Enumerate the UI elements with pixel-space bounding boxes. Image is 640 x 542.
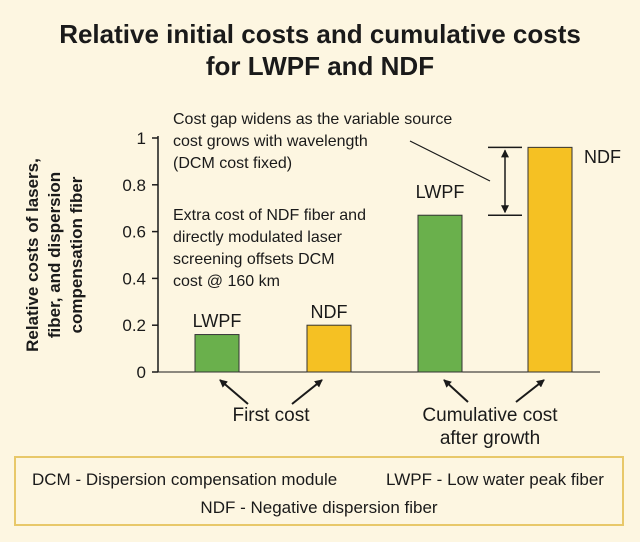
y-tick-label: 0.4 [122, 269, 146, 288]
y-axis-label-line: fiber, and dispersion [45, 172, 64, 338]
annotation-extra-line-3: screening offsets DCM [173, 251, 335, 268]
annotation-gap-line-1: Cost gap widens as the variable source [173, 111, 452, 128]
y-tick-label: 0 [137, 363, 146, 382]
chart-title: Relative initial costs and cumulative co… [0, 18, 640, 82]
group-label-cumulative-line-1: Cumulative cost [422, 405, 558, 426]
arrow-first-ndf [291, 379, 323, 405]
bar-ndf-cumulative [527, 146, 573, 373]
annotation-extra-line-1: Extra cost of NDF fiber and [173, 207, 366, 224]
bar-label: NDF [584, 147, 621, 167]
annotation-extra-line-4: cost @ 160 km [173, 273, 280, 290]
bar-label: LWPF [416, 182, 465, 202]
y-tick-label: 0.2 [122, 316, 146, 335]
arrow-cumulative-ndf [515, 379, 545, 403]
y-axis-label-line: compensation fiber [67, 176, 86, 333]
arrow-first-lwpf [219, 379, 249, 405]
annotation-gap-line-2: cost grows with wavelength [173, 133, 368, 150]
group-label-first-cost: First cost [232, 405, 310, 426]
arrow-cumulative-lwpf [443, 379, 469, 403]
y-tick-label: 1 [137, 129, 146, 148]
bar-chart: 0 0.2 0.4 0.6 0.8 1 Relative costs of lasers, f… [23, 111, 621, 449]
group-label-cumulative-line-2: after growth [440, 428, 540, 449]
bar-label: LWPF [193, 311, 242, 331]
y-tick-label: 0.8 [122, 176, 146, 195]
annotation-extra-line-2: directly modulated laser [173, 229, 343, 246]
bar-lwpf-cumulative [417, 214, 463, 373]
legend-dcm: DCM - Dispersion compensation module [32, 470, 338, 489]
annotation-gap-leader [409, 140, 491, 182]
y-tick-label: 0.6 [122, 223, 146, 242]
chart-title-line-1: Relative initial costs and cumulative co… [59, 19, 581, 49]
y-axis-label-line: Relative costs of lasers, [23, 158, 42, 352]
annotation-gap-line-3: (DCM cost fixed) [173, 155, 292, 172]
legend-box: DCM - Dispersion compensation module LWP… [14, 456, 624, 526]
bar-lwpf-first [194, 334, 240, 373]
legend-lwpf: LWPF - Low water peak fiber [386, 470, 604, 489]
bar-ndf-first [306, 324, 352, 373]
chart-title-line-2: for LWPF and NDF [205, 51, 435, 81]
bar-label: NDF [311, 302, 348, 322]
legend-ndf: NDF - Negative dispersion fiber [200, 498, 438, 517]
